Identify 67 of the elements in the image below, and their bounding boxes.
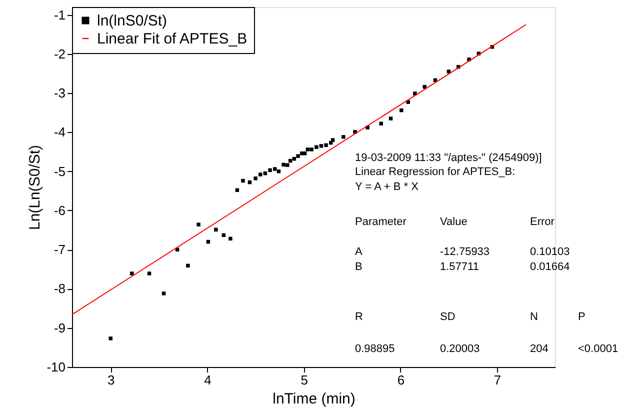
- annotation: SD: [440, 311, 456, 323]
- point: [254, 176, 258, 180]
- annotation: R: [355, 311, 363, 323]
- point: [310, 148, 314, 152]
- point: [214, 228, 218, 232]
- point: [330, 138, 335, 142]
- point: [306, 148, 310, 152]
- annotation: 0.10103: [530, 246, 570, 258]
- annotation: 0.01664: [530, 261, 570, 273]
- legend-label: Linear Fit of APTES_B: [97, 30, 248, 48]
- point: [286, 163, 290, 167]
- annotation: Value: [440, 216, 468, 228]
- point: [258, 172, 262, 176]
- y-tick-label: -4: [54, 124, 66, 140]
- point: [196, 222, 200, 226]
- x-axis-title: lnTime (min): [272, 390, 356, 408]
- annotation: -12.75933: [440, 246, 490, 258]
- point: [379, 122, 383, 126]
- point: [241, 178, 245, 183]
- point: [296, 154, 300, 158]
- point: [319, 144, 324, 148]
- annotation: Linear Regression for APTES_B:: [355, 166, 516, 178]
- y-tick-label: -10: [46, 360, 66, 374]
- point: [446, 70, 451, 74]
- annotation: B: [355, 261, 362, 273]
- point: [388, 116, 393, 120]
- point: [324, 143, 328, 147]
- point: [342, 135, 346, 139]
- annotation: A: [355, 246, 363, 258]
- point: [400, 108, 404, 112]
- y-tick-label: -5: [54, 164, 66, 179]
- x-tick-label: 4: [204, 372, 212, 388]
- point: [268, 168, 272, 172]
- point: [186, 264, 190, 268]
- y-tick-label: -2: [54, 46, 66, 62]
- point: [162, 292, 166, 296]
- point: [282, 162, 286, 167]
- point: [147, 272, 152, 276]
- point: [130, 272, 134, 276]
- y-tick-label: -6: [54, 202, 66, 218]
- annotation: 0.20003: [440, 343, 480, 355]
- point: [422, 84, 426, 89]
- annotation: Parameter: [355, 216, 407, 228]
- y-tick-label: -3: [54, 86, 66, 101]
- annotation: 19-03-2009 11:33 "/aptes-" (2454909)]: [355, 152, 542, 164]
- point: [228, 236, 232, 241]
- y-tick-label: -8: [54, 281, 66, 296]
- annotation: 204: [530, 343, 548, 355]
- legend-label: ln(lnS0/St): [97, 12, 168, 30]
- text: <0.0001: [578, 343, 618, 355]
- x-tick-label: 5: [300, 372, 308, 388]
- annotation: 0.98895: [355, 343, 395, 355]
- x-tick-label: 3: [108, 372, 115, 388]
- x-tick-label: 6: [397, 372, 405, 388]
- y-tick-label: -9: [54, 320, 66, 336]
- annotation: N: [530, 311, 538, 323]
- y-tick-label: -1: [54, 7, 66, 22]
- point: [108, 336, 113, 340]
- y-axis-title: Ln(Ln(S0/St): [26, 144, 44, 230]
- annotation: Y = A + B * X: [355, 181, 420, 193]
- text: P: [578, 311, 586, 323]
- annotation: Error: [530, 216, 555, 228]
- point: [272, 167, 277, 171]
- x-tick-label: 7: [494, 372, 502, 388]
- annotation: 1.57711: [440, 261, 479, 273]
- y-tick-label: -7: [54, 242, 66, 258]
- point: [314, 145, 318, 149]
